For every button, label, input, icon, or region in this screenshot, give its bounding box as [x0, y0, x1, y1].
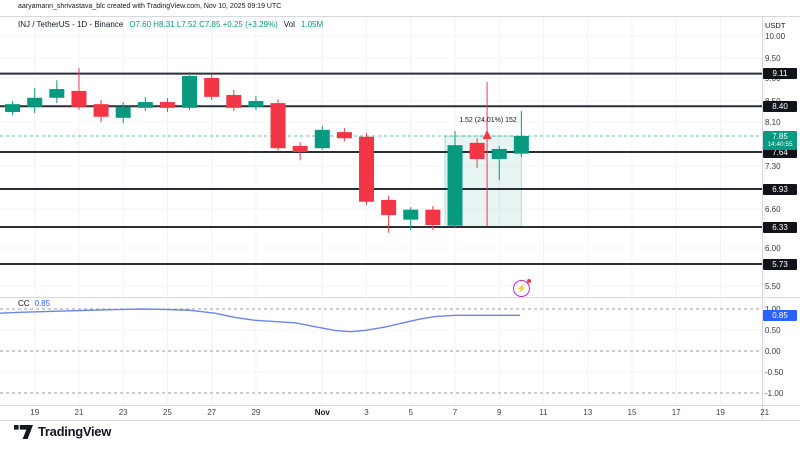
time-axis-label: 11: [539, 408, 548, 417]
widget-bottom-border: [0, 420, 800, 421]
legend-ohlc-values: O7.60 H8.31 L7.52 C7.85 +0.25 (+3.29%): [129, 20, 278, 29]
time-axis-label: 7: [452, 408, 458, 417]
price-axis-label: 6.00: [765, 244, 781, 253]
flash-emoji-icon[interactable]: ⚡: [513, 279, 531, 297]
price-range-label[interactable]: 1.52 (24.01%) 152: [459, 117, 517, 124]
bar-countdown: 14:40:55: [767, 141, 793, 148]
time-axis-label: 27: [207, 408, 217, 417]
price-level-badge: 7.64: [763, 146, 797, 158]
price-axis-label: 8.10: [765, 118, 781, 127]
notification-dot: [527, 279, 531, 283]
indicator-axis-label: 1.00: [765, 305, 781, 314]
indicator-axis-label: -1.00: [765, 389, 784, 398]
volume-label: Vol: [283, 20, 295, 29]
axis-currency-label: USDT: [765, 21, 786, 30]
time-axis-label: 15: [627, 408, 637, 417]
time-axis-border: [0, 405, 800, 406]
logo-text: TradingView: [38, 424, 112, 439]
chart-legend[interactable]: INJ / TetherUS - 1D - Binance O7.60 H8.3…: [18, 20, 323, 29]
attribution-text: aaryamann_shrivastava_blc created with T…: [18, 3, 282, 10]
price-axis-label: 6.60: [765, 205, 781, 214]
tv-logo-icon: [14, 424, 33, 439]
price-level-badge: 5.73: [763, 258, 797, 270]
time-axis-label: 3: [364, 408, 369, 417]
price-level-badge: 6.93: [763, 183, 797, 195]
flash-glyph: ⚡: [516, 284, 527, 293]
time-axis-label: 5: [408, 408, 413, 417]
price-axis-label: 7.30: [765, 162, 781, 171]
price-axis-border: [762, 17, 763, 420]
indicator-value: 0.85: [34, 299, 51, 308]
price-level-badge: 8.40: [763, 100, 797, 112]
last-price-value: 7.85: [772, 132, 788, 141]
indicator-legend[interactable]: CC 0.85: [18, 299, 50, 308]
time-axis-label: 9: [497, 408, 502, 417]
time-axis-label: 21: [760, 408, 770, 417]
symbol-title[interactable]: INJ / TetherUS - 1D - Binance: [18, 20, 124, 29]
tradingview-logo[interactable]: TradingView: [14, 424, 111, 439]
indicator-pane[interactable]: [0, 297, 762, 405]
volume-value: 1.05M: [300, 20, 324, 29]
last-price-badge: 7.85 14:40:55: [763, 131, 797, 150]
price-axis-label: 5.50: [765, 282, 781, 291]
indicator-value-badge: 0.85: [763, 310, 797, 321]
time-axis-label: 13: [583, 408, 593, 417]
indicator-axis-label: 0.50: [765, 326, 781, 335]
time-axis-label: 25: [162, 408, 172, 417]
indicator-axis-label: -0.50: [765, 368, 784, 377]
time-axis-label: 21: [74, 408, 84, 417]
time-axis-label: Nov: [314, 408, 330, 417]
indicator-axis-label: 0.00: [765, 347, 781, 356]
time-axis-label: 19: [715, 408, 725, 417]
price-level-badge: 6.33: [763, 221, 797, 233]
time-axis-label: 29: [251, 408, 261, 417]
time-axis-label: 17: [671, 408, 681, 417]
price-level-badge: 9.11: [763, 68, 797, 80]
price-axis-label: 9.50: [765, 54, 781, 63]
price-axis-label: 10.00: [765, 32, 786, 41]
widget-top-border: [0, 16, 800, 17]
pane-separator[interactable]: [0, 297, 800, 298]
indicator-name[interactable]: CC: [18, 299, 30, 308]
time-axis-label: 19: [30, 408, 40, 417]
time-axis-label: 23: [118, 408, 128, 417]
candlestick-pane[interactable]: [0, 17, 762, 297]
